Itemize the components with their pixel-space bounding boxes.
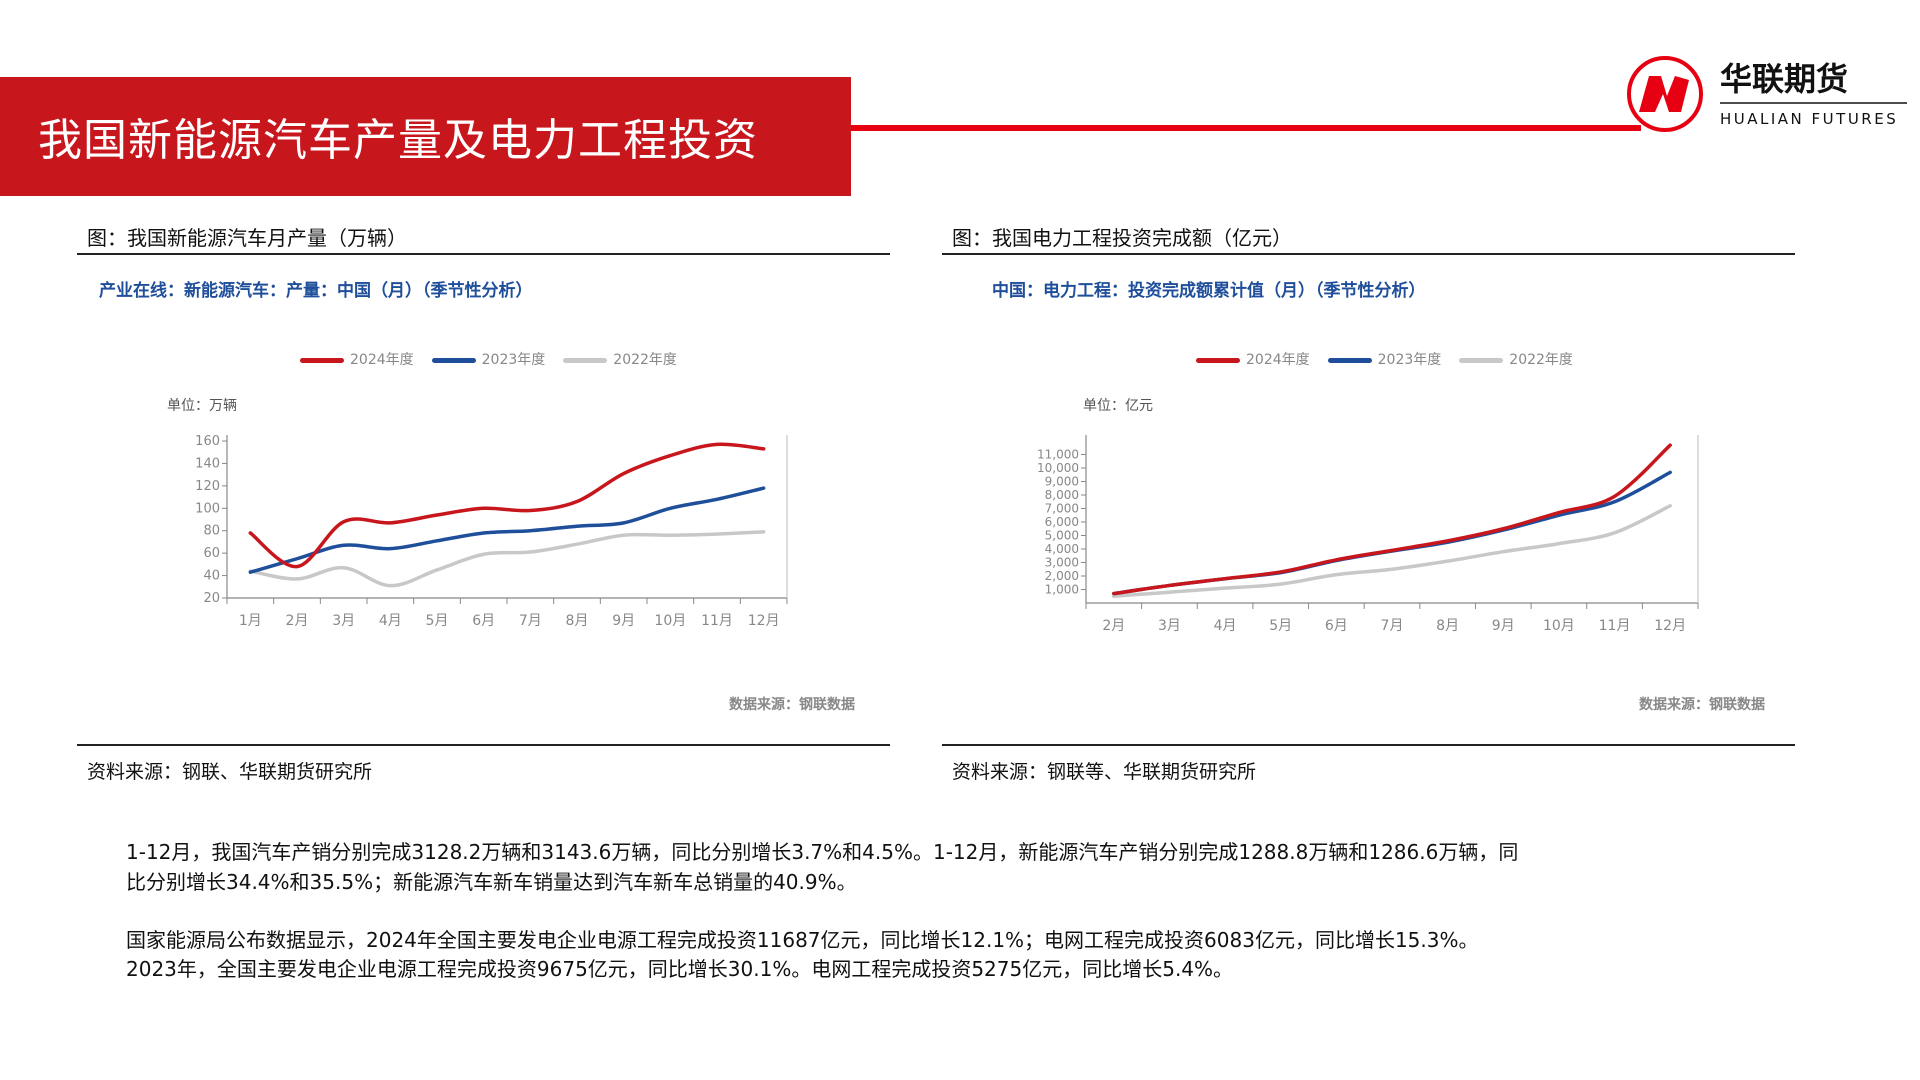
x-tick-label: 12月 (748, 613, 780, 629)
x-tick-label: 8月 (1436, 618, 1459, 634)
y-tick-label: 160 (195, 434, 220, 449)
left-unit: 单位：万辆 (167, 398, 237, 414)
left-bottom-rule (77, 744, 890, 746)
right-legend: 2024年度 2023年度 2022年度 (1196, 349, 1573, 369)
right-chart-title: 中国：电力工程：投资完成额累计值（月）（季节性分析） (992, 281, 1426, 301)
page-title: 我国新能源汽车产量及电力工程投资 (38, 115, 758, 166)
x-tick-label: 11月 (701, 613, 733, 629)
legend-item: 2024年度 (300, 349, 414, 369)
y-tick-label: 3,000 (1045, 556, 1079, 570)
logo: 华联期货 HUALIAN FUTURES (1625, 50, 1915, 135)
right-caption: 图：我国电力工程投资完成额（亿元） (952, 226, 1292, 250)
right-data-source: 数据来源：钢联数据 (1639, 697, 1765, 713)
x-tick-label: 8月 (566, 613, 589, 629)
x-tick-label: 2月 (1102, 618, 1125, 634)
y-tick-label: 80 (203, 524, 220, 539)
right-source: 资料来源：钢联等、华联期货研究所 (952, 761, 1257, 783)
x-tick-label: 4月 (1214, 618, 1237, 634)
x-tick-label: 11月 (1599, 618, 1631, 634)
y-tick-label: 140 (195, 456, 220, 471)
y-tick-label: 11,000 (1037, 448, 1079, 462)
series-line-2024年度 (1112, 443, 1672, 596)
left-legend: 2024年度 2023年度 2022年度 (300, 349, 677, 369)
legend-item: 2022年度 (563, 349, 677, 369)
legend-item: 2022年度 (1459, 349, 1573, 369)
y-tick-label: 4,000 (1045, 542, 1079, 556)
series-line-2023年度 (248, 486, 766, 574)
series-line-2022年度 (248, 530, 766, 588)
paragraph-2-line-2: 2023年，全国主要发电企业电源工程完成投资9675亿元，同比增长30.1%。电… (126, 957, 1234, 981)
legend-item: 2024年度 (1196, 349, 1310, 369)
x-tick-label: 10月 (654, 613, 686, 629)
x-tick-label: 3月 (332, 613, 355, 629)
logo-en: HUALIAN FUTURES (1720, 110, 1898, 128)
series-line-2023年度 (1112, 470, 1672, 596)
x-tick-label: 12月 (1654, 618, 1686, 634)
x-tick-label: 4月 (379, 613, 402, 629)
logo-cn: 华联期货 (1720, 60, 1848, 98)
x-tick-label: 6月 (1325, 618, 1348, 634)
y-tick-label: 5,000 (1045, 529, 1079, 543)
left-top-rule (77, 253, 890, 255)
series-line-2022年度 (1112, 504, 1672, 598)
y-tick-label: 20 (203, 591, 220, 606)
legend-item: 2023年度 (1327, 349, 1441, 369)
x-tick-label: 7月 (519, 613, 542, 629)
x-tick-label: 5月 (426, 613, 449, 629)
x-tick-label: 5月 (1269, 618, 1292, 634)
x-tick-label: 6月 (472, 613, 495, 629)
y-tick-label: 6,000 (1045, 515, 1079, 529)
paragraph-1-line-2: 比分别增长34.4%和35.5%；新能源汽车新车销量达到汽车新车总销量的40.9… (126, 870, 857, 894)
x-tick-label: 9月 (1492, 618, 1515, 634)
x-tick-label: 9月 (612, 613, 635, 629)
legend-item: 2023年度 (431, 349, 545, 369)
paragraph-1-line-1: 1-12月，我国汽车产销分别完成3128.2万辆和3143.6万辆，同比分别增长… (126, 840, 1519, 864)
y-tick-label: 10,000 (1037, 461, 1079, 475)
title-rule (851, 125, 1641, 131)
x-tick-label: 3月 (1158, 618, 1181, 634)
right-top-rule (942, 253, 1795, 255)
y-tick-label: 2,000 (1045, 569, 1079, 583)
series-line-2024年度 (248, 442, 766, 569)
right-unit: 单位：亿元 (1083, 398, 1153, 414)
x-tick-label: 1月 (239, 613, 262, 629)
y-tick-label: 9,000 (1045, 475, 1079, 489)
y-tick-label: 100 (195, 501, 220, 516)
y-tick-label: 8,000 (1045, 488, 1079, 502)
left-chart-title: 产业在线：新能源汽车：产量：中国（月）（季节性分析） (99, 281, 533, 301)
y-tick-label: 60 (203, 546, 220, 561)
y-tick-label: 40 (203, 569, 220, 584)
left-caption: 图：我国新能源汽车月产量（万辆） (87, 226, 407, 250)
y-tick-label: 120 (195, 479, 220, 494)
title-banner (0, 77, 851, 196)
x-tick-label: 10月 (1543, 618, 1575, 634)
x-tick-label: 2月 (286, 613, 309, 629)
hualian-logo-icon: 华联期货 HUALIAN FUTURES (1627, 56, 1907, 132)
right-bottom-rule (942, 744, 1795, 746)
y-tick-label: 1,000 (1045, 583, 1079, 597)
paragraph-2-line-1: 国家能源局公布数据显示，2024年全国主要发电企业电源工程完成投资11687亿元… (126, 928, 1479, 952)
x-tick-label: 7月 (1381, 618, 1404, 634)
y-tick-label: 7,000 (1045, 502, 1079, 516)
left-data-source: 数据来源：钢联数据 (729, 697, 855, 713)
left-source: 资料来源：钢联、华联期货研究所 (87, 761, 373, 783)
